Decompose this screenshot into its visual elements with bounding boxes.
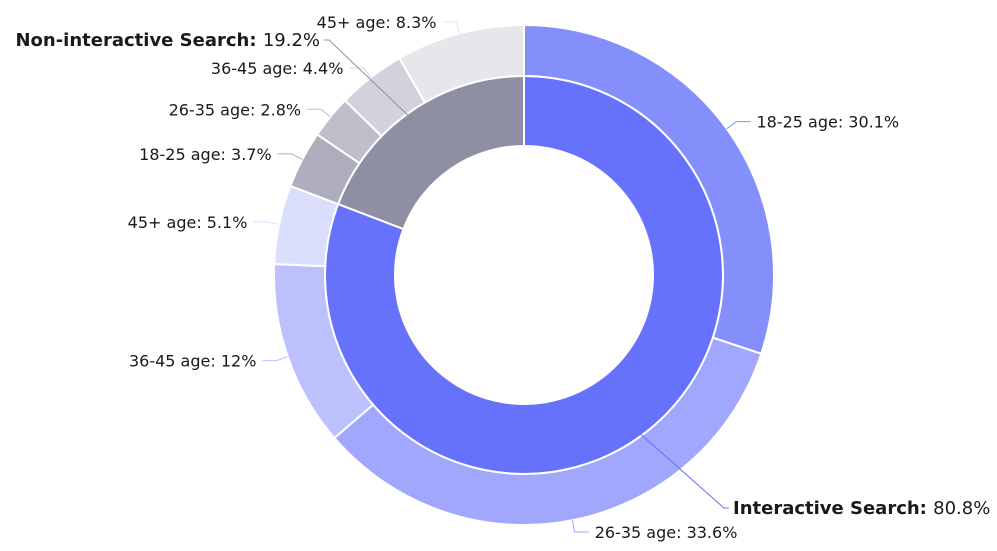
data-label: 45+ age: 8.3%	[317, 13, 437, 32]
chart-slices	[273, 23, 775, 526]
data-label: 18-25 age: 3.7%	[139, 145, 272, 164]
inner-label-value: 80.8%	[933, 498, 990, 519]
leader-line	[307, 108, 331, 118]
data-label: 36-45 age: 12%	[129, 352, 256, 371]
leader-line	[262, 356, 288, 362]
outer-slice-interactive-search-26-35-age[interactable]	[332, 336, 763, 526]
leader-line	[324, 39, 426, 133]
inner-label-name: Non-interactive Search:	[15, 30, 262, 51]
leader-line	[277, 153, 303, 160]
inner-label: Non-interactive Search: 19.2%	[15, 30, 320, 51]
leader-line	[442, 21, 461, 34]
leader-lines	[253, 21, 751, 533]
data-labels: 18-25 age: 30.1% 26-35 age: 33.6% 36-45 ag…	[15, 13, 990, 542]
leader-line	[571, 520, 589, 533]
data-label: 36-45 age: 4.4%	[211, 59, 344, 78]
inner-label-value: 19.2%	[263, 30, 320, 51]
outer-slice-non-interactive-search-45-age[interactable]	[398, 23, 525, 104]
data-label: 26-35 age: 2.8%	[169, 100, 302, 119]
data-label: 18-25 age: 30.1%	[756, 113, 899, 132]
leader-line	[726, 121, 751, 130]
leader-line	[622, 417, 729, 509]
data-label: 26-35 age: 33.6%	[595, 523, 738, 542]
inner-label-name: Interactive Search:	[733, 498, 933, 519]
data-label: 45+ age: 5.1%	[128, 213, 248, 232]
leader-line	[349, 67, 372, 78]
leader-line	[253, 221, 280, 225]
inner-label: Interactive Search: 80.8%	[733, 498, 990, 519]
